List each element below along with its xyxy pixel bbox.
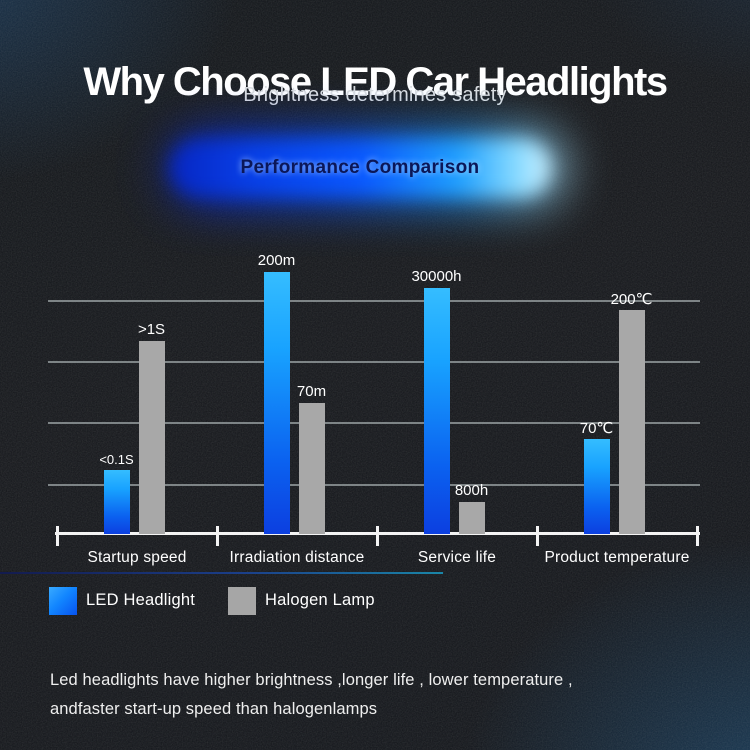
gridline [48,484,700,486]
bar-value-label: >1S [137,321,166,338]
axis-tick [376,526,379,546]
legend-item-led: LED Headlight [49,586,195,615]
gridline [48,361,700,363]
bar-halogen-lamp [618,310,645,534]
axis-tick [696,526,699,546]
category-label: Product temperature [544,549,690,566]
performance-banner: Performance Comparison [150,126,570,210]
category-label: Startup speed [87,549,187,566]
bar-value-label: <0.1S [99,452,134,467]
axis-tick [536,526,539,546]
bar-value-label: 30000h [411,268,462,285]
bar-halogen-lamp [298,403,325,534]
axis-tick [216,526,219,546]
footer-text: Led headlights have higher brightness ,l… [50,666,690,724]
page-title: Why Choose LED Car Headlights [83,59,668,104]
gridline [48,422,700,424]
banner-label: Performance Comparison [240,157,480,178]
bar-led-headlight [103,470,130,534]
banner-pill [170,140,550,196]
separator-line [0,572,443,574]
bar-value-label: 800h [454,482,489,499]
bar-halogen-lamp [138,341,165,534]
bar-value-label: 200m [257,252,296,269]
gridline [48,300,700,302]
bar-value-label: 70m [296,383,327,400]
bar-led-headlight [423,288,450,534]
bar-led-headlight [263,272,290,534]
halogen-color-swatch [228,586,256,615]
axis-tick [56,526,59,546]
legend-label-led: LED Headlight [86,591,195,609]
page-subtitle: Brightness determines safety [243,84,507,106]
bar-value-label: 70℃ [579,420,614,437]
legend-item-halogen: Halogen Lamp [228,586,375,615]
footer-line-1: Led headlights have higher brightness ,l… [50,671,573,689]
chart-legend: LED Headlight Halogen Lamp [0,586,750,616]
legend-label-halogen: Halogen Lamp [265,591,375,609]
footer-line-2: andfaster start-up speed than halogenlam… [50,700,378,718]
bar-halogen-lamp [458,502,485,534]
bar-value-label: 200℃ [610,291,653,308]
bar-led-headlight [583,439,610,534]
led-color-swatch [49,586,77,615]
category-label: Service life [417,549,497,566]
category-label: Irradiation distance [229,549,365,566]
